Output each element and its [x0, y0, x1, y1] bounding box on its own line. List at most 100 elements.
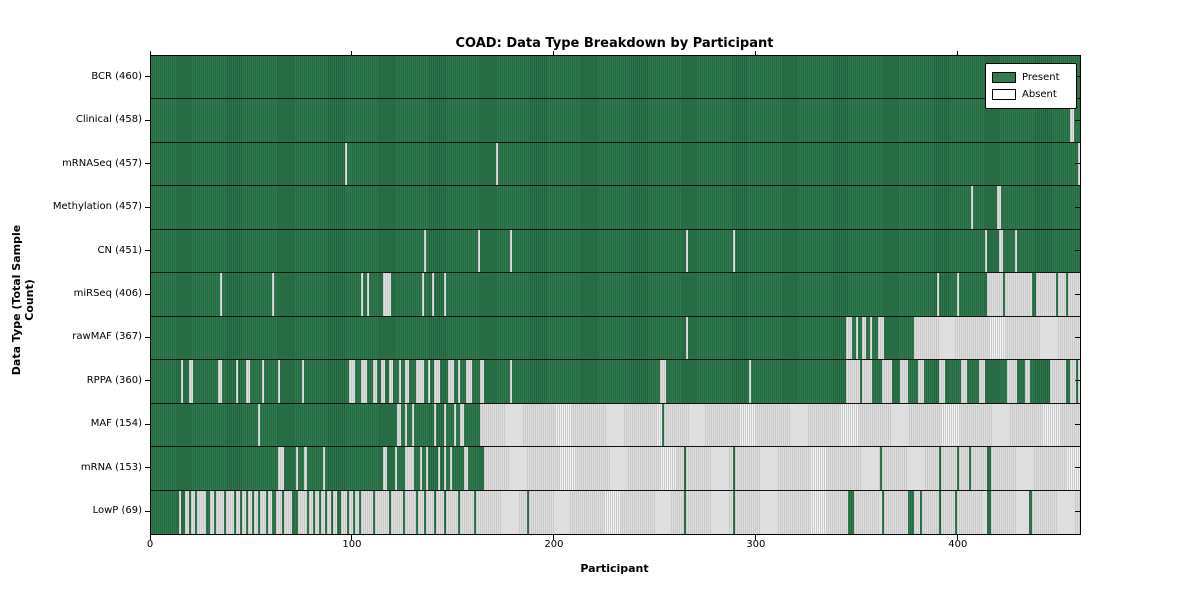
- absent-segment: [734, 447, 881, 490]
- absent-segment: [235, 490, 240, 534]
- absent-segment: [464, 447, 469, 490]
- absent-segment: [411, 403, 414, 447]
- absent-segment: [882, 360, 893, 403]
- absent-segment: [361, 360, 368, 403]
- absent-segment: [979, 360, 986, 403]
- y-tick-mark: [145, 380, 150, 382]
- absent-segment: [1007, 360, 1018, 403]
- absent-segment: [459, 490, 475, 534]
- y-tick-label: CN (451): [97, 244, 142, 256]
- absent-segment: [235, 360, 238, 403]
- absent-segment: [999, 229, 1004, 273]
- absent-segment: [304, 447, 307, 490]
- absent-segment: [686, 316, 689, 360]
- y-tick-mark: [145, 336, 150, 338]
- absent-segment: [427, 360, 430, 403]
- absent-segment: [219, 273, 222, 316]
- absent-segment: [478, 229, 481, 273]
- absent-segment: [453, 403, 456, 447]
- absent-segment: [480, 403, 662, 447]
- absent-segment: [940, 490, 955, 534]
- absent-segment: [417, 490, 424, 534]
- absent-segment: [181, 360, 184, 403]
- absent-segment: [320, 490, 325, 534]
- absent-segment: [332, 490, 337, 534]
- absent-segment: [258, 403, 261, 447]
- absent-segment: [443, 447, 446, 490]
- x-axis-title: Participant: [580, 562, 649, 575]
- absent-segment: [869, 316, 872, 360]
- absent-segment: [1049, 360, 1066, 403]
- absent-segment: [260, 490, 267, 534]
- absent-segment: [466, 360, 473, 403]
- y-tick-mark: [1075, 206, 1080, 208]
- plot-area: Present Absent: [150, 55, 1081, 535]
- absent-segment: [361, 490, 374, 534]
- absent-segment: [960, 360, 967, 403]
- absent-segment: [302, 360, 305, 403]
- y-tick-mark: [145, 293, 150, 295]
- x-tick-mark: [755, 51, 757, 55]
- heatmap-row-Clinical: [151, 99, 1080, 143]
- x-tick-mark: [149, 535, 151, 540]
- absent-segment: [245, 360, 250, 403]
- absent-segment: [278, 360, 281, 403]
- y-tick-mark: [145, 510, 150, 512]
- x-tick-label: 200: [544, 539, 564, 550]
- absent-segment: [970, 447, 988, 490]
- absent-segment: [225, 490, 234, 534]
- y-tick-label: rawMAF (367): [72, 331, 142, 343]
- x-tick-mark: [957, 51, 959, 55]
- absent-segment: [845, 316, 852, 360]
- absent-segment: [459, 403, 465, 447]
- absent-segment: [1031, 490, 1080, 534]
- absent-segment: [884, 490, 909, 534]
- absent-segment: [383, 273, 392, 316]
- absent-segment: [686, 490, 733, 534]
- absent-segment: [191, 490, 196, 534]
- y-tick-mark: [1075, 510, 1080, 512]
- absent-segment: [686, 229, 689, 273]
- y-tick-mark: [1075, 293, 1080, 295]
- heatmap-row-Methylation: [151, 186, 1080, 230]
- absent-segment: [354, 490, 359, 534]
- y-tick-label: BCR (460): [91, 70, 142, 82]
- absent-segment: [956, 273, 959, 316]
- heatmap-row-RPPA: [151, 360, 1080, 404]
- absent-segment: [445, 490, 458, 534]
- absent-segment: [326, 490, 331, 534]
- absent-segment: [686, 447, 733, 490]
- y-tick-label: mRNA (153): [80, 461, 142, 473]
- absent-segment: [449, 447, 452, 490]
- absent-segment: [1069, 99, 1074, 142]
- legend-label-present: Present: [1022, 72, 1060, 83]
- legend: Present Absent: [985, 63, 1077, 109]
- absent-segment: [278, 447, 285, 490]
- absent-segment: [457, 360, 460, 403]
- absent-segment: [268, 490, 273, 534]
- y-tick-mark: [1075, 380, 1080, 382]
- absent-segment: [383, 447, 388, 490]
- absent-segment: [276, 490, 283, 534]
- absent-segment: [241, 490, 246, 534]
- legend-item-present: Present: [992, 69, 1070, 86]
- y-tick-mark: [1075, 336, 1080, 338]
- y-tick-label: mRNASeq (457): [62, 157, 142, 169]
- absent-segment: [447, 360, 454, 403]
- absent-segment: [853, 490, 883, 534]
- absent-segment: [476, 490, 527, 534]
- y-tick-label: MAF (154): [90, 418, 142, 430]
- absent-segment: [308, 490, 313, 534]
- absent-segment: [405, 403, 408, 447]
- x-tick-mark: [553, 51, 555, 55]
- absent-segment: [914, 316, 1080, 360]
- heatmap-row-mRNA: [151, 447, 1080, 491]
- absent-segment: [940, 447, 957, 490]
- y-tick-mark: [1075, 250, 1080, 252]
- x-tick-mark: [755, 535, 757, 540]
- y-tick-mark: [1075, 76, 1080, 78]
- absent-segment: [284, 490, 293, 534]
- present-swatch-icon: [992, 72, 1016, 83]
- absent-segment: [528, 490, 685, 534]
